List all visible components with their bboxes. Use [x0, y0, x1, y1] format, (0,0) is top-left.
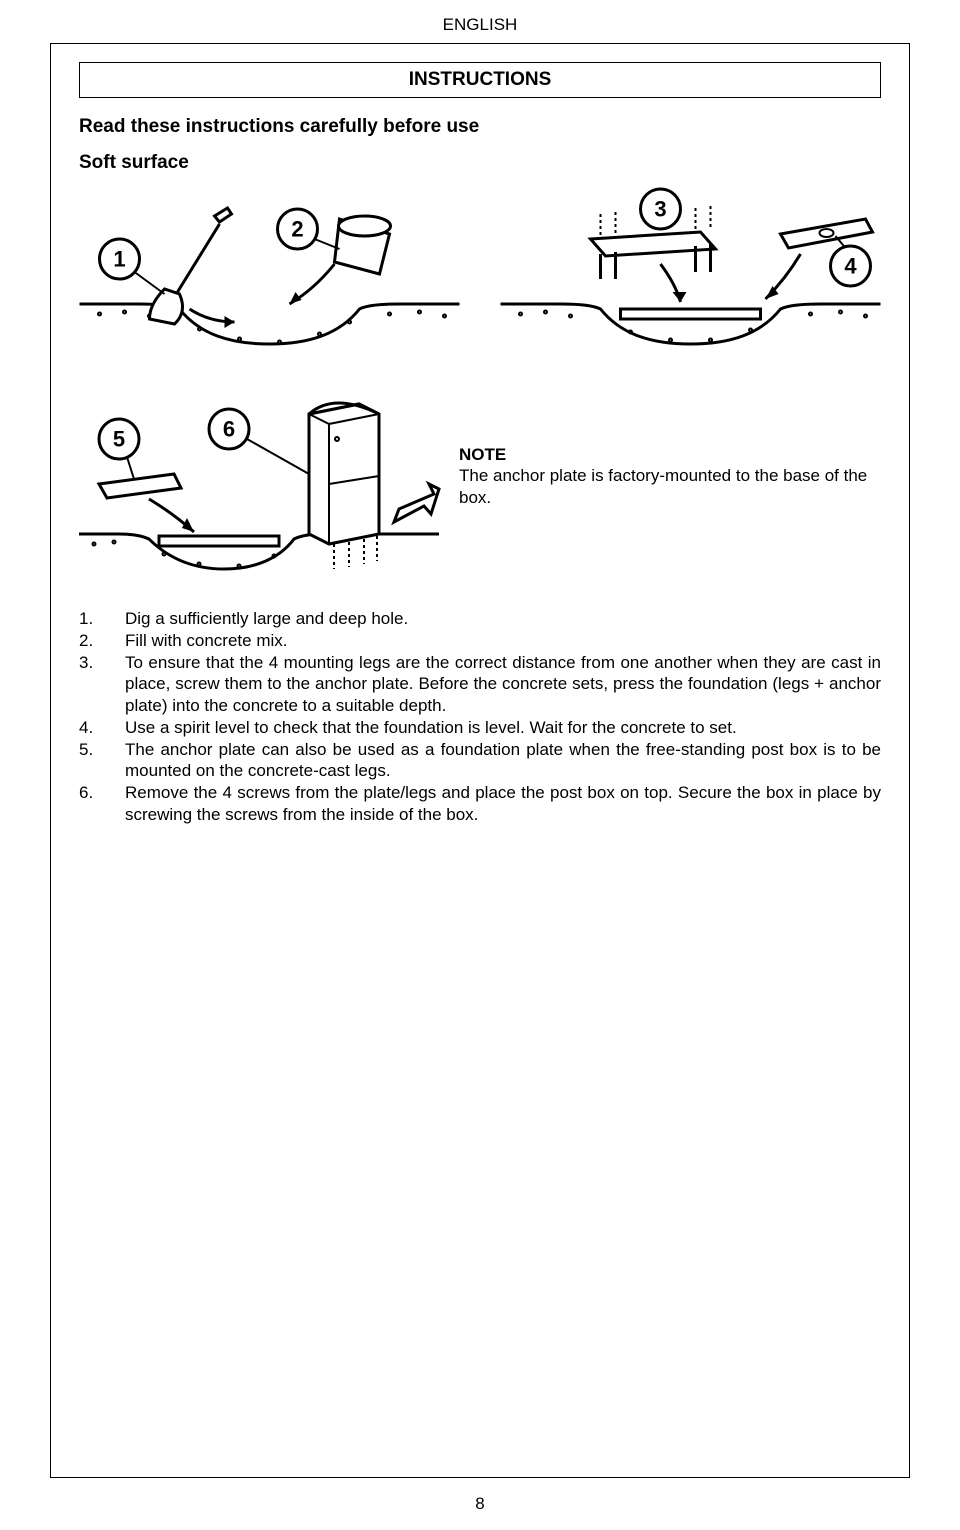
- callout-5: 5: [113, 427, 125, 452]
- callout-1: 1: [113, 247, 125, 272]
- diagram-panel-1-2: 1 2: [79, 194, 460, 354]
- diagram-panel-3-4: 3 4: [500, 194, 881, 354]
- section-title: INSTRUCTIONS: [79, 62, 881, 98]
- postbox-icon: [309, 403, 379, 544]
- note-block: NOTE The anchor plate is factory-mounted…: [459, 384, 881, 508]
- page-border: INSTRUCTIONS Read these instructions car…: [50, 43, 910, 1478]
- callout-2: 2: [291, 217, 303, 242]
- step-item: Remove the 4 screws from the plate/legs …: [79, 782, 881, 826]
- step-item: To ensure that the 4 mounting legs are t…: [79, 652, 881, 717]
- shovel-icon: [150, 208, 232, 324]
- step-item: Fill with concrete mix.: [79, 630, 881, 652]
- step-item: The anchor plate can also be used as a f…: [79, 739, 881, 783]
- note-text: The anchor plate is factory-mounted to t…: [459, 466, 867, 506]
- step-item: Dig a sufficiently large and deep hole.: [79, 608, 881, 630]
- steps-list: Dig a sufficiently large and deep hole. …: [79, 608, 881, 826]
- callout-4: 4: [844, 254, 857, 279]
- diagram-row-1: 1 2: [79, 194, 881, 354]
- page-number: 8: [475, 1494, 484, 1514]
- bucket-icon: [335, 216, 391, 274]
- callout-6: 6: [223, 417, 235, 442]
- intro-text: Read these instructions carefully before…: [79, 116, 881, 138]
- note-label: NOTE: [459, 445, 506, 464]
- plate-icon: [99, 474, 181, 498]
- step-item: Use a spirit level to check that the fou…: [79, 717, 881, 739]
- diagram-row-2: 5 6 NOTE The anchor plate is factory-mou…: [79, 384, 881, 584]
- spirit-level-icon: [781, 219, 873, 248]
- language-header: ENGLISH: [50, 15, 910, 35]
- subheading: Soft surface: [79, 152, 881, 174]
- callout-3: 3: [654, 197, 666, 222]
- diagram-panel-5-6: 5 6: [79, 384, 439, 584]
